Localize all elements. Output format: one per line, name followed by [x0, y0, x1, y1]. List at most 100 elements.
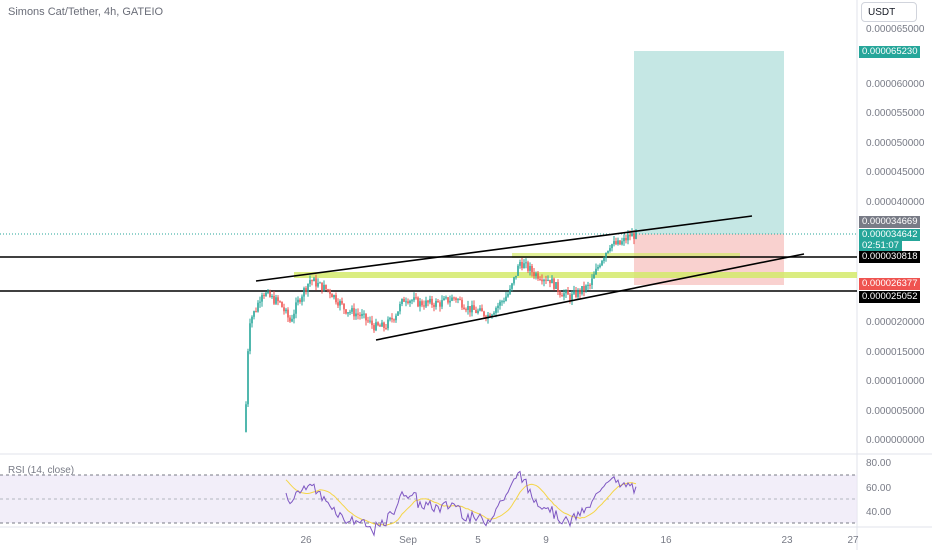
candle	[291, 318, 293, 322]
candle	[593, 274, 595, 279]
candle	[471, 305, 473, 313]
symbol-title: Simons Cat/Tether, 4h, GATEIO	[8, 6, 164, 18]
price-axis-label: 0.000010000	[866, 376, 925, 387]
candle	[505, 296, 507, 301]
candle	[383, 322, 385, 328]
candle	[339, 301, 341, 306]
candle	[527, 262, 529, 271]
candle	[253, 311, 255, 317]
candle	[561, 295, 563, 297]
candle	[423, 305, 425, 307]
candle	[371, 320, 373, 326]
price-axis-label: 0.000050000	[866, 138, 925, 149]
candle	[549, 279, 551, 284]
candle	[473, 305, 475, 310]
candle	[555, 282, 557, 289]
candle	[397, 311, 399, 316]
price-axis-label: 0.000055000	[866, 108, 925, 119]
candle	[345, 309, 347, 314]
candle	[409, 300, 411, 304]
candle	[579, 289, 581, 294]
candle	[319, 282, 321, 284]
candle	[483, 311, 485, 317]
candle	[431, 298, 433, 305]
candle	[399, 303, 401, 312]
candle	[403, 298, 405, 302]
candle	[303, 288, 305, 297]
candle	[521, 262, 523, 269]
candle	[451, 297, 453, 301]
candle	[417, 297, 419, 307]
candle	[307, 283, 309, 292]
candle	[573, 290, 575, 294]
candle	[491, 314, 493, 318]
candle	[281, 301, 283, 308]
candle	[413, 297, 415, 301]
rsi-axis-label: 80.00	[866, 458, 891, 469]
candle	[419, 301, 421, 307]
candle	[361, 313, 363, 316]
countdown-tag: 02:51:07	[859, 240, 902, 252]
candle	[309, 280, 311, 284]
candle	[393, 319, 395, 321]
stop-price-tag: 0.000026377	[859, 278, 921, 290]
candle	[441, 300, 443, 307]
candle	[325, 284, 327, 290]
candle	[543, 279, 545, 282]
candle	[367, 320, 369, 322]
price-axis-label: 0.000045000	[866, 167, 925, 178]
candle	[327, 289, 329, 291]
candle	[493, 312, 495, 315]
candle	[629, 234, 631, 237]
candle	[535, 273, 537, 277]
candle	[621, 241, 623, 245]
time-axis-label: 16	[660, 535, 672, 546]
candle	[525, 262, 527, 264]
candle	[583, 286, 585, 291]
candle	[569, 294, 571, 301]
candle	[245, 404, 247, 432]
rsi-title: RSI (14, close)	[8, 465, 75, 476]
price-axis-label: 0.000015000	[866, 347, 925, 358]
candle	[515, 275, 517, 278]
candle	[363, 313, 365, 315]
candle	[591, 278, 593, 286]
currency-button[interactable]: USDT	[861, 2, 917, 22]
candle	[511, 283, 513, 289]
candle	[335, 295, 337, 303]
candle	[375, 322, 377, 331]
profit-zone	[634, 51, 784, 234]
candle	[405, 301, 407, 303]
candle	[537, 273, 539, 279]
candle	[469, 306, 471, 313]
candle	[249, 323, 251, 352]
candle	[599, 265, 601, 268]
candle	[437, 301, 439, 303]
candle	[289, 317, 291, 322]
candle	[609, 248, 611, 251]
candle	[323, 284, 325, 291]
rsi-axis-label: 60.00	[866, 483, 891, 494]
candle	[475, 309, 477, 313]
candle	[385, 327, 387, 329]
candle	[357, 313, 359, 315]
candle	[619, 240, 621, 245]
candle	[353, 308, 355, 317]
candle	[625, 238, 627, 241]
time-axis-label: 27	[847, 535, 859, 546]
time-axis-label: Sep	[399, 535, 417, 546]
candle	[267, 291, 269, 293]
candle	[369, 320, 371, 322]
candle	[279, 301, 281, 303]
candle	[381, 322, 383, 327]
candle	[273, 296, 275, 304]
candle	[603, 258, 605, 261]
rsi-ma-line	[285, 479, 637, 526]
candle	[251, 316, 253, 324]
candle	[617, 240, 619, 245]
candle	[481, 308, 483, 312]
candle	[269, 291, 271, 297]
candle	[259, 301, 261, 303]
